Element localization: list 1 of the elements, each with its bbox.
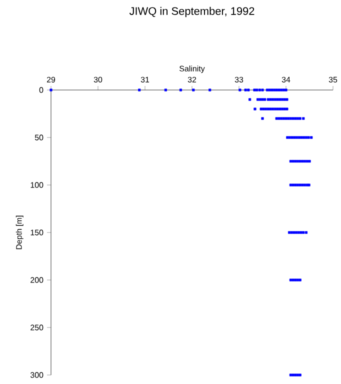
- chart-title: JIWQ in September, 1992: [129, 6, 254, 18]
